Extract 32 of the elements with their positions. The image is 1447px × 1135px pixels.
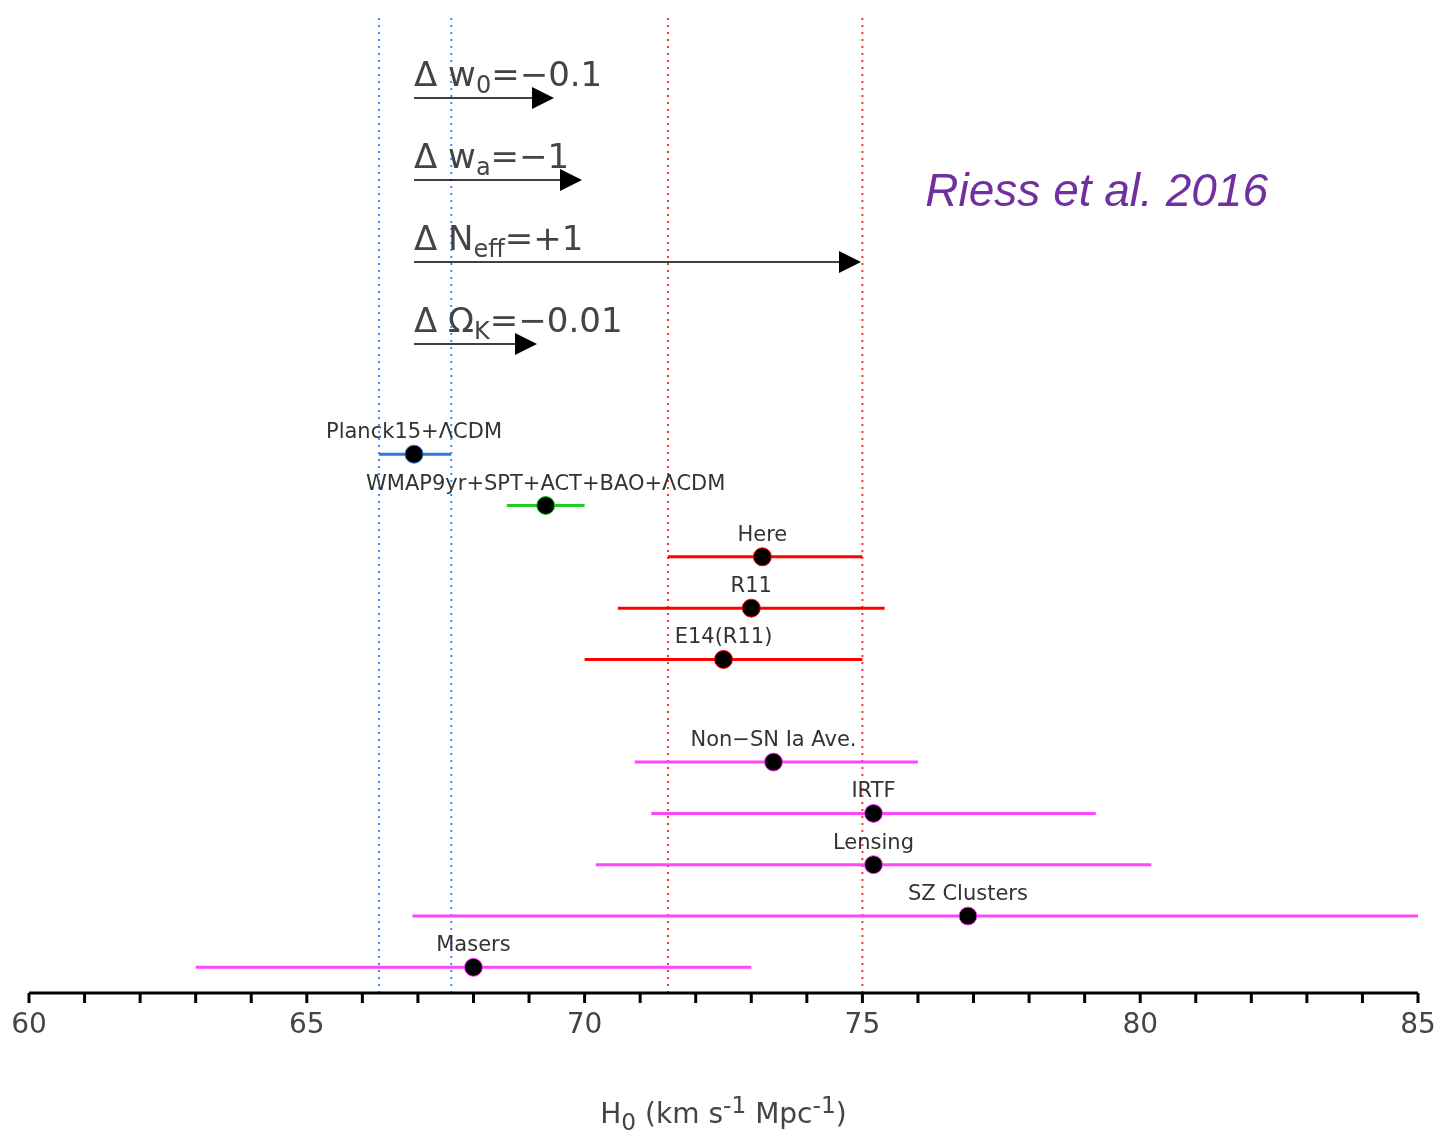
series-label: Non−SN Ia Ave. (690, 727, 857, 752)
point (864, 855, 884, 875)
point (764, 752, 783, 772)
point (752, 547, 772, 567)
point (404, 444, 424, 464)
x-tick-label: 60 (11, 1006, 47, 1040)
x-tick-label: 70 (566, 1006, 603, 1040)
x-tick-label: 85 (1400, 1006, 1436, 1040)
annotation: Δ w$_{0}$=−0.1 (414, 54, 603, 100)
x-tick-label: 80 (1122, 1006, 1159, 1040)
series-label: Here (737, 521, 788, 546)
point (714, 649, 733, 669)
series-label: R11 (730, 573, 772, 598)
annotation: Δ w$_{a}$=−1 (414, 136, 570, 182)
point (536, 496, 556, 515)
x-axis-title: H$_{0}$ (km s$^{-1}$ Mpc$^{-1}$) (600, 1091, 847, 1135)
series-label: Masers (436, 932, 511, 957)
point (864, 803, 884, 823)
series-label: WMAP9yr+SPT+ACT+BAO+ΛCDM (366, 470, 726, 495)
annotation: Δ Ω$_{K}$=−0.01 (414, 300, 623, 346)
x-tick-label: 65 (288, 1006, 325, 1040)
series-label: SZ Clusters (908, 881, 1028, 906)
point (463, 957, 483, 977)
series-label: Planck15+ΛCDM (326, 419, 503, 444)
series-label: Lensing (833, 829, 914, 854)
annotation: Δ N$_{eff}$=+1 (414, 218, 584, 264)
point (958, 906, 978, 926)
annotation: Riess et al. 2016 (925, 164, 1268, 216)
series-label: IRTF (851, 778, 896, 803)
series-label: E14(R11) (674, 624, 773, 649)
x-tick-label: 75 (844, 1006, 881, 1040)
point (741, 598, 761, 618)
